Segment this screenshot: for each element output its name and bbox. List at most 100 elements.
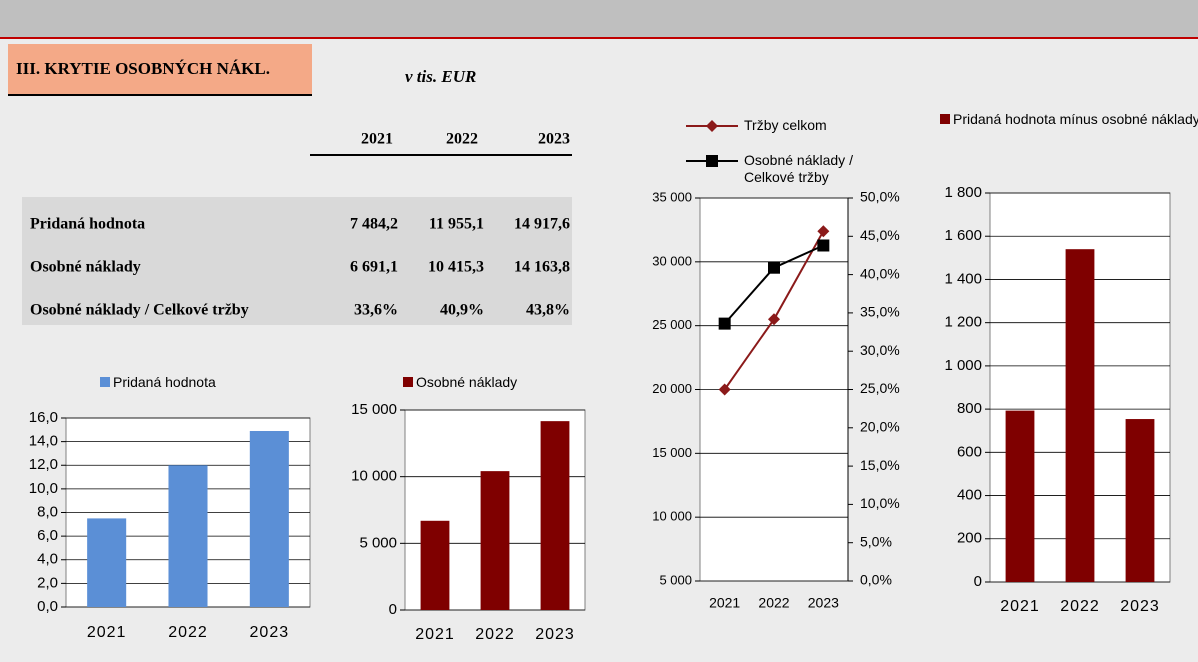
y-tick-label: 5 000 bbox=[359, 534, 397, 551]
y-tick-label: 10 000 bbox=[351, 468, 397, 485]
y-tick-label: 6,0 bbox=[37, 527, 58, 544]
bar bbox=[87, 518, 127, 607]
x-tick-label: 2023 bbox=[1120, 598, 1160, 615]
legend-label: Osobné náklady bbox=[416, 374, 518, 390]
y2-tick-label: 25,0% bbox=[860, 380, 900, 396]
x-tick-label: 2023 bbox=[535, 626, 575, 643]
column-header: 2021 bbox=[361, 131, 393, 148]
legend-marker bbox=[706, 120, 718, 132]
point bbox=[817, 225, 830, 238]
x-tick-label: 2021 bbox=[709, 595, 740, 611]
legend-entry: Pridaná hodnota bbox=[100, 374, 313, 391]
y-tick-label: 4,0 bbox=[37, 551, 58, 568]
y-tick-label: 25 000 bbox=[652, 317, 692, 332]
cell: 11 955,1 bbox=[429, 216, 484, 233]
legend-entry: Pridaná hodnota mínus osobné náklady bbox=[940, 111, 1198, 128]
y2-tick-label: 10,0% bbox=[860, 495, 900, 511]
y-tick-label: 5 000 bbox=[659, 572, 692, 587]
row-label: Osobné náklady bbox=[30, 259, 141, 276]
bar bbox=[1125, 419, 1155, 582]
y-tick-label: 15 000 bbox=[652, 445, 692, 460]
legend-swatch bbox=[403, 377, 413, 387]
point bbox=[817, 239, 830, 252]
y-tick-label: 12,0 bbox=[29, 456, 58, 473]
y-tick-label: 10 000 bbox=[652, 509, 692, 524]
y-tick-label: 1 000 bbox=[944, 357, 982, 374]
top-rule bbox=[0, 37, 1198, 39]
legend-label: Pridaná hodnota mínus osobné náklady bbox=[953, 111, 1198, 127]
legend-swatch bbox=[940, 114, 950, 124]
cell: 33,6% bbox=[354, 302, 398, 319]
y-tick-label: 14,0 bbox=[29, 433, 58, 450]
bar bbox=[420, 520, 450, 610]
y2-tick-label: 40,0% bbox=[860, 265, 900, 281]
y-tick-label: 10,0 bbox=[29, 480, 58, 497]
table-box bbox=[22, 197, 572, 325]
row-label: Pridaná hodnota bbox=[30, 216, 145, 233]
y-tick-label: 35 000 bbox=[652, 189, 692, 204]
bar bbox=[1065, 249, 1095, 582]
legend-swatch bbox=[100, 377, 110, 387]
point bbox=[768, 313, 780, 326]
y2-tick-label: 30,0% bbox=[860, 342, 900, 358]
y-tick-label: 600 bbox=[957, 443, 982, 460]
y2-tick-label: 5,0% bbox=[860, 533, 892, 549]
column-header: 2023 bbox=[538, 131, 570, 148]
legend-label: Pridaná hodnota bbox=[113, 374, 216, 390]
section-title: III. KRYTIE OSOBNÝCH NÁKL. bbox=[16, 59, 270, 78]
y2-tick-label: 50,0% bbox=[860, 189, 900, 205]
y-tick-label: 0 bbox=[389, 601, 397, 618]
title-box bbox=[8, 44, 312, 95]
x-tick-label: 2021 bbox=[415, 626, 455, 643]
y-tick-label: 2,0 bbox=[37, 574, 58, 591]
row-label: Osobné náklady / Celkové tržby bbox=[30, 302, 249, 319]
bar bbox=[1005, 410, 1035, 582]
y2-tick-label: 0,0% bbox=[860, 572, 892, 588]
y2-tick-label: 20,0% bbox=[860, 419, 900, 435]
cell: 6 691,1 bbox=[350, 259, 398, 276]
bar bbox=[480, 471, 510, 610]
cell: 43,8% bbox=[526, 302, 570, 319]
legend-label: Osobné náklady / Celkové tržby bbox=[744, 152, 853, 185]
y-tick-label: 1 200 bbox=[944, 314, 982, 331]
y-tick-label: 200 bbox=[957, 530, 982, 547]
x-tick-label: 2023 bbox=[250, 624, 290, 641]
bar bbox=[249, 430, 289, 607]
y-tick-label: 15 000 bbox=[351, 401, 397, 418]
legend-label: Tržby celkom bbox=[744, 117, 827, 133]
y-tick-label: 8,0 bbox=[37, 503, 58, 520]
x-tick-label: 2022 bbox=[1060, 598, 1100, 615]
legend-marker bbox=[706, 155, 718, 167]
column-header: 2022 bbox=[446, 131, 478, 148]
top-bar bbox=[0, 0, 1198, 37]
y-tick-label: 30 000 bbox=[652, 253, 692, 268]
x-tick-label: 2021 bbox=[1000, 598, 1040, 615]
bar bbox=[168, 465, 208, 607]
y-tick-label: 0,0 bbox=[37, 598, 58, 615]
y-tick-label: 0 bbox=[974, 573, 982, 590]
point bbox=[768, 261, 780, 274]
legend-entry: Osobné náklady bbox=[403, 374, 616, 391]
cell: 14 163,8 bbox=[514, 259, 570, 276]
cell: 7 484,2 bbox=[350, 216, 398, 233]
y2-tick-label: 35,0% bbox=[860, 304, 900, 320]
y2-tick-label: 15,0% bbox=[860, 457, 900, 473]
bar bbox=[540, 421, 570, 610]
x-tick-label: 2023 bbox=[808, 595, 839, 611]
y-tick-label: 16,0 bbox=[29, 409, 58, 426]
point bbox=[718, 317, 731, 330]
cell: 10 415,3 bbox=[428, 259, 484, 276]
cell: 40,9% bbox=[440, 302, 484, 319]
y-tick-label: 1 400 bbox=[944, 270, 982, 287]
y-tick-label: 800 bbox=[957, 400, 982, 417]
y-tick-label: 20 000 bbox=[652, 381, 692, 396]
y2-tick-label: 45,0% bbox=[860, 227, 900, 243]
x-tick-label: 2022 bbox=[168, 624, 208, 641]
cell: 14 917,6 bbox=[514, 216, 570, 233]
x-tick-label: 2021 bbox=[87, 624, 127, 641]
y-tick-label: 1 600 bbox=[944, 227, 982, 244]
y-tick-label: 400 bbox=[957, 487, 982, 504]
y-tick-label: 1 800 bbox=[944, 184, 982, 201]
